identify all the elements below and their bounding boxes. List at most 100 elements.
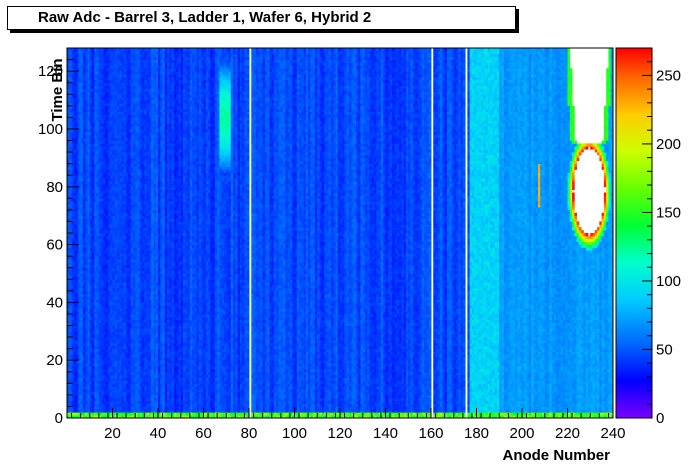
- heatmap-cell: [119, 346, 122, 349]
- heatmap-cell: [133, 164, 136, 167]
- heatmap-cell: [110, 112, 113, 115]
- heatmap-cell: [124, 138, 127, 141]
- heatmap-cell: [92, 94, 95, 97]
- heatmap-cell: [115, 77, 118, 80]
- heatmap-cell: [147, 299, 150, 302]
- heatmap-cell: [122, 317, 125, 320]
- heatmap-cell: [83, 120, 86, 123]
- heatmap-cell: [81, 268, 84, 271]
- heatmap-cell: [140, 253, 143, 256]
- heatmap-cell: [144, 57, 147, 60]
- heatmap-cell: [85, 331, 88, 334]
- heatmap-cell: [83, 227, 86, 230]
- heatmap-cell: [140, 74, 143, 77]
- heatmap-cell: [90, 74, 93, 77]
- heatmap-cell: [97, 175, 100, 178]
- heatmap-cell: [147, 152, 150, 155]
- heatmap-cell: [126, 123, 129, 126]
- heatmap-cell: [78, 132, 81, 135]
- heatmap-cell: [103, 279, 106, 282]
- heatmap-cell: [124, 178, 127, 181]
- heatmap-cell: [113, 161, 116, 164]
- heatmap-cell: [108, 378, 111, 381]
- heatmap-cell: [74, 181, 77, 184]
- heatmap-cell: [108, 360, 111, 363]
- heatmap-cell: [94, 146, 97, 149]
- heatmap-cell: [140, 152, 143, 155]
- heatmap-cell: [144, 155, 147, 158]
- heatmap-cell: [135, 236, 138, 239]
- heatmap-cell: [128, 291, 131, 294]
- heatmap-cell: [133, 149, 136, 152]
- heatmap-cell: [119, 207, 122, 210]
- heatmap-cell: [138, 279, 141, 282]
- heatmap-cell: [103, 259, 106, 262]
- heatmap-cell: [76, 86, 79, 89]
- heatmap-cell: [126, 380, 129, 383]
- heatmap-cell: [131, 178, 134, 181]
- heatmap-cell: [99, 395, 102, 398]
- heatmap-cell: [97, 357, 100, 360]
- heatmap-cell: [122, 288, 125, 291]
- heatmap-cell: [117, 389, 120, 392]
- heatmap-cell: [90, 369, 93, 372]
- heatmap-cell: [94, 334, 97, 337]
- heatmap-cell: [122, 62, 125, 65]
- heatmap-cell: [85, 360, 88, 363]
- heatmap-cell: [142, 299, 145, 302]
- heatmap-cell: [138, 328, 141, 331]
- heatmap-cell: [76, 331, 79, 334]
- heatmap-cell: [74, 54, 77, 57]
- heatmap-cell: [117, 71, 120, 74]
- heatmap-cell: [99, 210, 102, 213]
- heatmap-cell: [78, 106, 81, 109]
- heatmap-cell: [153, 68, 156, 71]
- heatmap-cell: [85, 109, 88, 112]
- heatmap-cell: [140, 181, 143, 184]
- heatmap-cell: [115, 406, 118, 409]
- heatmap-cell: [97, 311, 100, 314]
- heatmap-cell: [85, 77, 88, 80]
- heatmap-cell: [81, 343, 84, 346]
- heatmap-cell: [78, 149, 81, 152]
- heatmap-cell: [87, 406, 90, 409]
- heatmap-cell: [151, 250, 154, 253]
- heatmap-cell: [90, 343, 93, 346]
- heatmap-cell: [144, 282, 147, 285]
- heatmap-cell: [92, 219, 95, 222]
- heatmap-cell: [140, 193, 143, 196]
- heatmap-cell: [90, 123, 93, 126]
- heatmap-cell: [78, 181, 81, 184]
- heatmap-cell: [69, 178, 72, 181]
- heatmap-cell: [138, 334, 141, 337]
- heatmap-cell: [76, 193, 79, 196]
- heatmap-cell: [131, 187, 134, 190]
- heatmap-cell: [110, 143, 113, 146]
- heatmap-cell: [99, 346, 102, 349]
- heatmap-cell: [72, 51, 75, 54]
- heatmap-cell: [153, 86, 156, 89]
- heatmap-cell: [74, 74, 77, 77]
- heatmap-cell: [117, 54, 120, 57]
- heatmap-cell: [108, 54, 111, 57]
- heatmap-cell: [74, 279, 77, 282]
- heatmap-cell: [101, 323, 104, 326]
- heatmap-cell: [90, 320, 93, 323]
- heatmap-cell: [113, 268, 116, 271]
- heatmap-cell: [147, 146, 150, 149]
- heatmap-cell: [126, 259, 129, 262]
- heatmap-cell: [87, 389, 90, 392]
- heatmap-cell: [97, 245, 100, 248]
- heatmap-cell: [113, 340, 116, 343]
- heatmap-cell: [74, 100, 77, 103]
- heatmap-cell: [133, 230, 136, 233]
- heatmap-cell: [106, 253, 109, 256]
- heatmap-cell: [142, 369, 145, 372]
- heatmap-cell: [78, 161, 81, 164]
- heatmap-cell: [81, 369, 84, 372]
- heatmap-cell: [119, 323, 122, 326]
- heatmap-cell: [94, 317, 97, 320]
- heatmap-cell: [135, 253, 138, 256]
- heatmap-cell: [97, 404, 100, 407]
- heatmap-cell: [110, 219, 113, 222]
